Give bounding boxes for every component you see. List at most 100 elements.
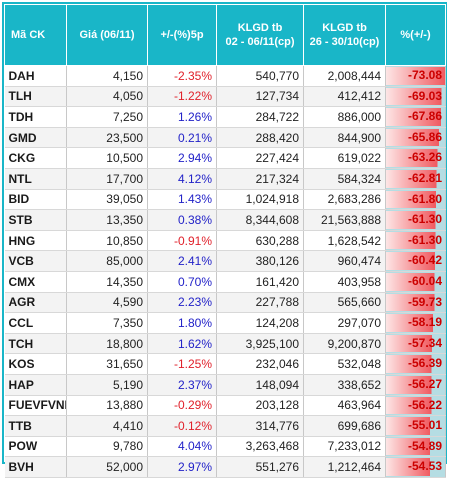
pct-value: -65.86: [407, 129, 442, 144]
pct-value: -69.03: [407, 88, 442, 103]
cell-vol-recent: 127,734: [216, 86, 304, 108]
pct-data-bar: [386, 314, 445, 332]
cell-change: 0.70%: [147, 271, 217, 293]
cell-symbol: POW: [4, 436, 67, 458]
table-row[interactable]: STB 13,350 0.38% 8,344,608 21,563,888 -61.30: [4, 209, 446, 231]
pct-data-bar: [386, 334, 445, 353]
pct-data-bar: [386, 211, 445, 229]
cell-symbol: TDH: [4, 106, 67, 128]
cell-vol-recent: 227,788: [216, 292, 304, 314]
cell-change: 1.80%: [147, 312, 217, 334]
table-row[interactable]: POW 9,780 4.04% 3,263,468 7,233,012 -54.89: [4, 436, 446, 458]
cell-pct-change: -54.89: [385, 436, 446, 458]
header-vol-prev-line1: KLGD tb: [322, 22, 367, 34]
cell-pct-change: -59.73: [385, 292, 446, 314]
table-row[interactable]: BID 39,050 1.43% 1,024,918 2,683,286 -61.80: [4, 189, 446, 211]
cell-symbol: TLH: [4, 86, 67, 108]
cell-symbol: HAP: [4, 374, 67, 396]
table-row[interactable]: CCL 7,350 1.80% 124,208 297,070 -58.19: [4, 312, 446, 334]
cell-vol-recent: 124,208: [216, 312, 304, 334]
table-row[interactable]: HNG 10,850 -0.91% 630,288 1,628,542 -61.30: [4, 230, 446, 252]
cell-pct-change: -55.01: [385, 415, 446, 437]
cell-symbol: HNG: [4, 230, 67, 252]
cell-change: 0.21%: [147, 127, 217, 149]
cell-price: 4,590: [66, 292, 148, 314]
cell-change: 2.37%: [147, 374, 217, 396]
table-row[interactable]: DAH 4,150 -2.35% 540,770 2,008,444 -73.08: [4, 65, 446, 87]
cell-price: 52,000: [66, 456, 148, 478]
cell-vol-prev: 584,324: [303, 168, 386, 190]
pct-data-bar: [386, 375, 445, 394]
cell-price: 39,050: [66, 189, 148, 211]
cell-symbol: AGR: [4, 292, 67, 314]
cell-vol-recent: 288,420: [216, 127, 304, 149]
cell-pct-change: -73.08: [385, 65, 446, 87]
cell-symbol: GMD: [4, 127, 67, 149]
pct-value: -56.22: [407, 397, 442, 412]
pct-value: -58.19: [407, 315, 442, 330]
cell-change: -0.29%: [147, 395, 217, 417]
table-row[interactable]: BVH 52,000 2.97% 551,276 1,212,464 -54.53: [4, 456, 446, 478]
pct-value: -56.27: [407, 376, 442, 391]
pct-data-bar: [386, 190, 445, 209]
cell-vol-prev: 699,686: [303, 415, 386, 437]
pct-value: -61.80: [407, 191, 442, 206]
table-row[interactable]: TLH 4,050 -1.22% 127,734 412,412 -69.03: [4, 86, 446, 108]
table-row[interactable]: TCH 18,800 1.62% 3,925,100 9,200,870 -57.34: [4, 333, 446, 355]
table-row[interactable]: VCB 85,000 2.41% 380,126 960,474 -60.42: [4, 250, 446, 272]
cell-symbol: NTL: [4, 168, 67, 190]
cell-symbol: VCB: [4, 250, 67, 272]
pct-data-bar: [386, 128, 445, 147]
cell-vol-prev: 9,200,870: [303, 333, 386, 355]
header-change[interactable]: +/-(%)5p: [147, 4, 217, 66]
header-price[interactable]: Giá (06/11): [66, 4, 148, 66]
cell-pct-change: -65.86: [385, 127, 446, 149]
table-row[interactable]: TTB 4,410 -0.12% 314,776 699,686 -55.01: [4, 415, 446, 437]
cell-symbol: STB: [4, 209, 67, 231]
header-vol-recent-line2: 02 - 06/11(cp): [225, 36, 295, 48]
table-row[interactable]: KOS 31,650 -1.25% 232,046 532,048 -56.39: [4, 353, 446, 375]
cell-vol-recent: 1,024,918: [216, 189, 304, 211]
pct-value: -54.89: [407, 438, 442, 453]
cell-symbol: CMX: [4, 271, 67, 293]
cell-vol-recent: 314,776: [216, 415, 304, 437]
cell-price: 9,780: [66, 436, 148, 458]
cell-vol-prev: 297,070: [303, 312, 386, 334]
cell-price: 5,190: [66, 374, 148, 396]
table-row[interactable]: CKG 10,500 2.94% 227,424 619,022 -63.26: [4, 147, 446, 169]
cell-price: 7,350: [66, 312, 148, 334]
cell-symbol: FUEVFVND: [4, 395, 67, 417]
table-row[interactable]: CMX 14,350 0.70% 161,420 403,958 -60.04: [4, 271, 446, 293]
cell-change: 2.94%: [147, 147, 217, 169]
table-row[interactable]: HAP 5,190 2.37% 148,094 338,652 -56.27: [4, 374, 446, 396]
cell-vol-recent: 3,925,100: [216, 333, 304, 355]
header-vol-recent[interactable]: KLGD tb 02 - 06/11(cp): [216, 4, 304, 66]
cell-pct-change: -60.04: [385, 271, 446, 293]
pct-value: -63.26: [407, 150, 442, 165]
cell-price: 10,850: [66, 230, 148, 252]
cell-vol-prev: 2,008,444: [303, 65, 386, 87]
table-row[interactable]: TDH 7,250 1.26% 284,722 886,000 -67.86: [4, 106, 446, 128]
pct-data-bar: [386, 87, 445, 106]
cell-vol-recent: 227,424: [216, 147, 304, 169]
header-pct[interactable]: %(+/-): [385, 4, 446, 66]
cell-symbol: CKG: [4, 147, 67, 169]
cell-pct-change: -61.30: [385, 209, 446, 231]
cell-vol-prev: 7,233,012: [303, 436, 386, 458]
cell-vol-prev: 2,683,286: [303, 189, 386, 211]
cell-change: 4.04%: [147, 436, 217, 458]
table-row[interactable]: NTL 17,700 4.12% 217,324 584,324 -62.81: [4, 168, 446, 190]
cell-vol-prev: 403,958: [303, 271, 386, 293]
header-symbol[interactable]: Mã CK: [4, 4, 67, 66]
pct-data-bar: [386, 417, 445, 435]
table-row[interactable]: AGR 4,590 2.23% 227,788 565,660 -59.73: [4, 292, 446, 314]
cell-pct-change: -63.26: [385, 147, 446, 169]
header-vol-prev[interactable]: KLGD tb 26 - 30/10(cp): [303, 4, 386, 66]
cell-price: 4,050: [66, 86, 148, 108]
table-row[interactable]: GMD 23,500 0.21% 288,420 844,900 -65.86: [4, 127, 446, 149]
cell-change: -1.22%: [147, 86, 217, 108]
cell-vol-recent: 8,344,608: [216, 209, 304, 231]
cell-price: 18,800: [66, 333, 148, 355]
cell-pct-change: -62.81: [385, 168, 446, 190]
